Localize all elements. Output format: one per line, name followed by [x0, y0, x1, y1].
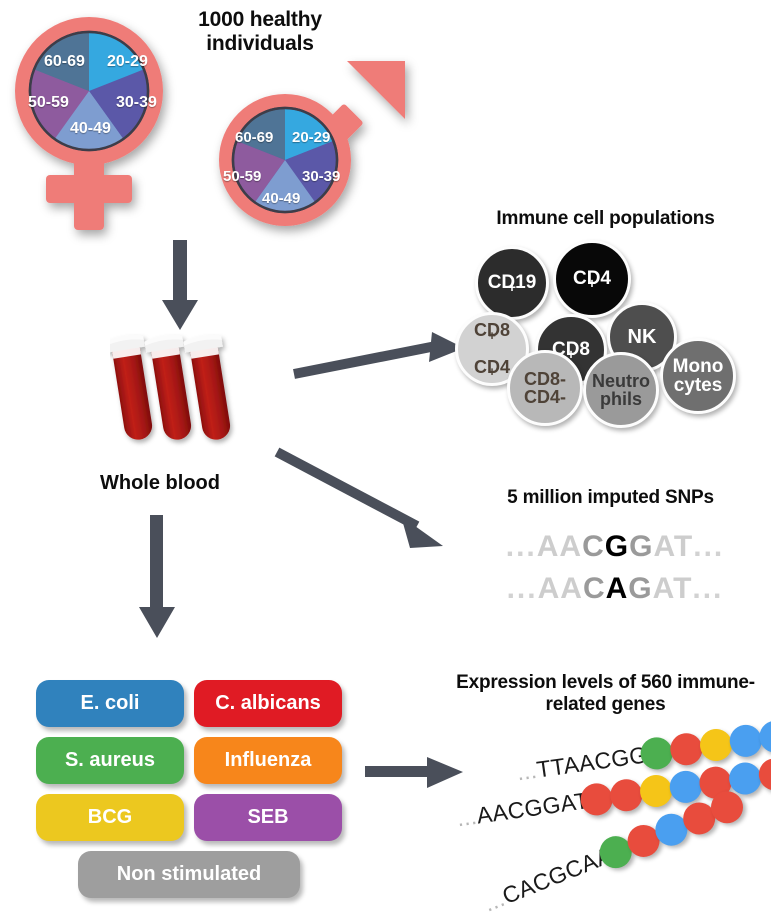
dna-bead: [667, 731, 704, 768]
page-title-individuals: 1000 healthy individuals: [198, 8, 322, 56]
snp-sequence-row: ...AACAGAT...: [506, 572, 724, 605]
section-title-expression: Expression levels of 560 immune-related …: [456, 672, 755, 716]
whole-blood-tubes: [105, 330, 240, 470]
blood-tube: [144, 335, 192, 440]
male-cohort-symbol: 20-29 30-39 40-49 50-59 60-69: [205, 55, 425, 245]
female-age-pie: [31, 33, 147, 149]
immune-cell-cd19: CD19 +: [475, 246, 549, 320]
female-cohort-symbol: 20-29 30-39 40-49 50-59 60-69: [8, 10, 198, 245]
immune-cell-monocytes: Mono cytes: [660, 338, 736, 414]
immune-cell-cd8-cd4: CD8- CD4-: [507, 350, 583, 426]
arrow-blood-to-immune: [292, 330, 467, 390]
stimulus-chip-non-stimulated[interactable]: Non stimulated: [78, 851, 300, 898]
whole-blood-label: Whole blood: [100, 472, 220, 494]
dna-bead: [637, 773, 674, 810]
male-age-pie: [234, 109, 336, 211]
dna-bead: [607, 777, 644, 814]
section-title-immune-cells: Immune cell populations: [496, 208, 715, 229]
stimulus-chip-e-coli[interactable]: E. coli: [36, 680, 184, 727]
blood-tube: [183, 335, 231, 440]
immune-cell-neutrophils: Neutro phils: [583, 352, 659, 428]
arrow-blood-to-stimuli: [135, 515, 179, 640]
stimulus-chip-influenza[interactable]: Influenza: [194, 737, 342, 784]
stimulus-chip-seb[interactable]: SEB: [194, 794, 342, 841]
stimulus-chip-bcg[interactable]: BCG: [36, 794, 184, 841]
dna-bead: [697, 727, 734, 764]
arrow-stimuli-to-expression: [365, 753, 465, 793]
snp-sequence-block: ...AACGGAT... ...AACAGAT...: [470, 530, 760, 620]
immune-cell-population-cluster: CD19 + CD4 + CD8 + CD4 + CD8 + NK Mono cytes CD8- CD4-…: [455, 240, 771, 428]
blood-tube: [105, 335, 153, 440]
gene-expression-strands: ...TTAACGG ...AACGGAT ...CACGCAA: [455, 718, 771, 917]
dna-bead: [727, 722, 764, 759]
stimulus-chip-s-aureus[interactable]: S. aureus: [36, 737, 184, 784]
immune-cell-cd4: CD4 +: [553, 240, 631, 318]
stimulus-chip-c-albicans[interactable]: C. albicans: [194, 680, 342, 727]
arrow-blood-to-snps: [274, 447, 455, 558]
snp-sequence-row: ...AACGGAT...: [505, 530, 725, 563]
dna-sequence-text: ...AACGGAT: [455, 787, 591, 832]
section-title-snps: 5 million imputed SNPs: [507, 487, 714, 508]
dna-sequence-text: ...CACGCAA: [479, 841, 616, 917]
arrow-cohort-to-blood: [160, 240, 200, 332]
